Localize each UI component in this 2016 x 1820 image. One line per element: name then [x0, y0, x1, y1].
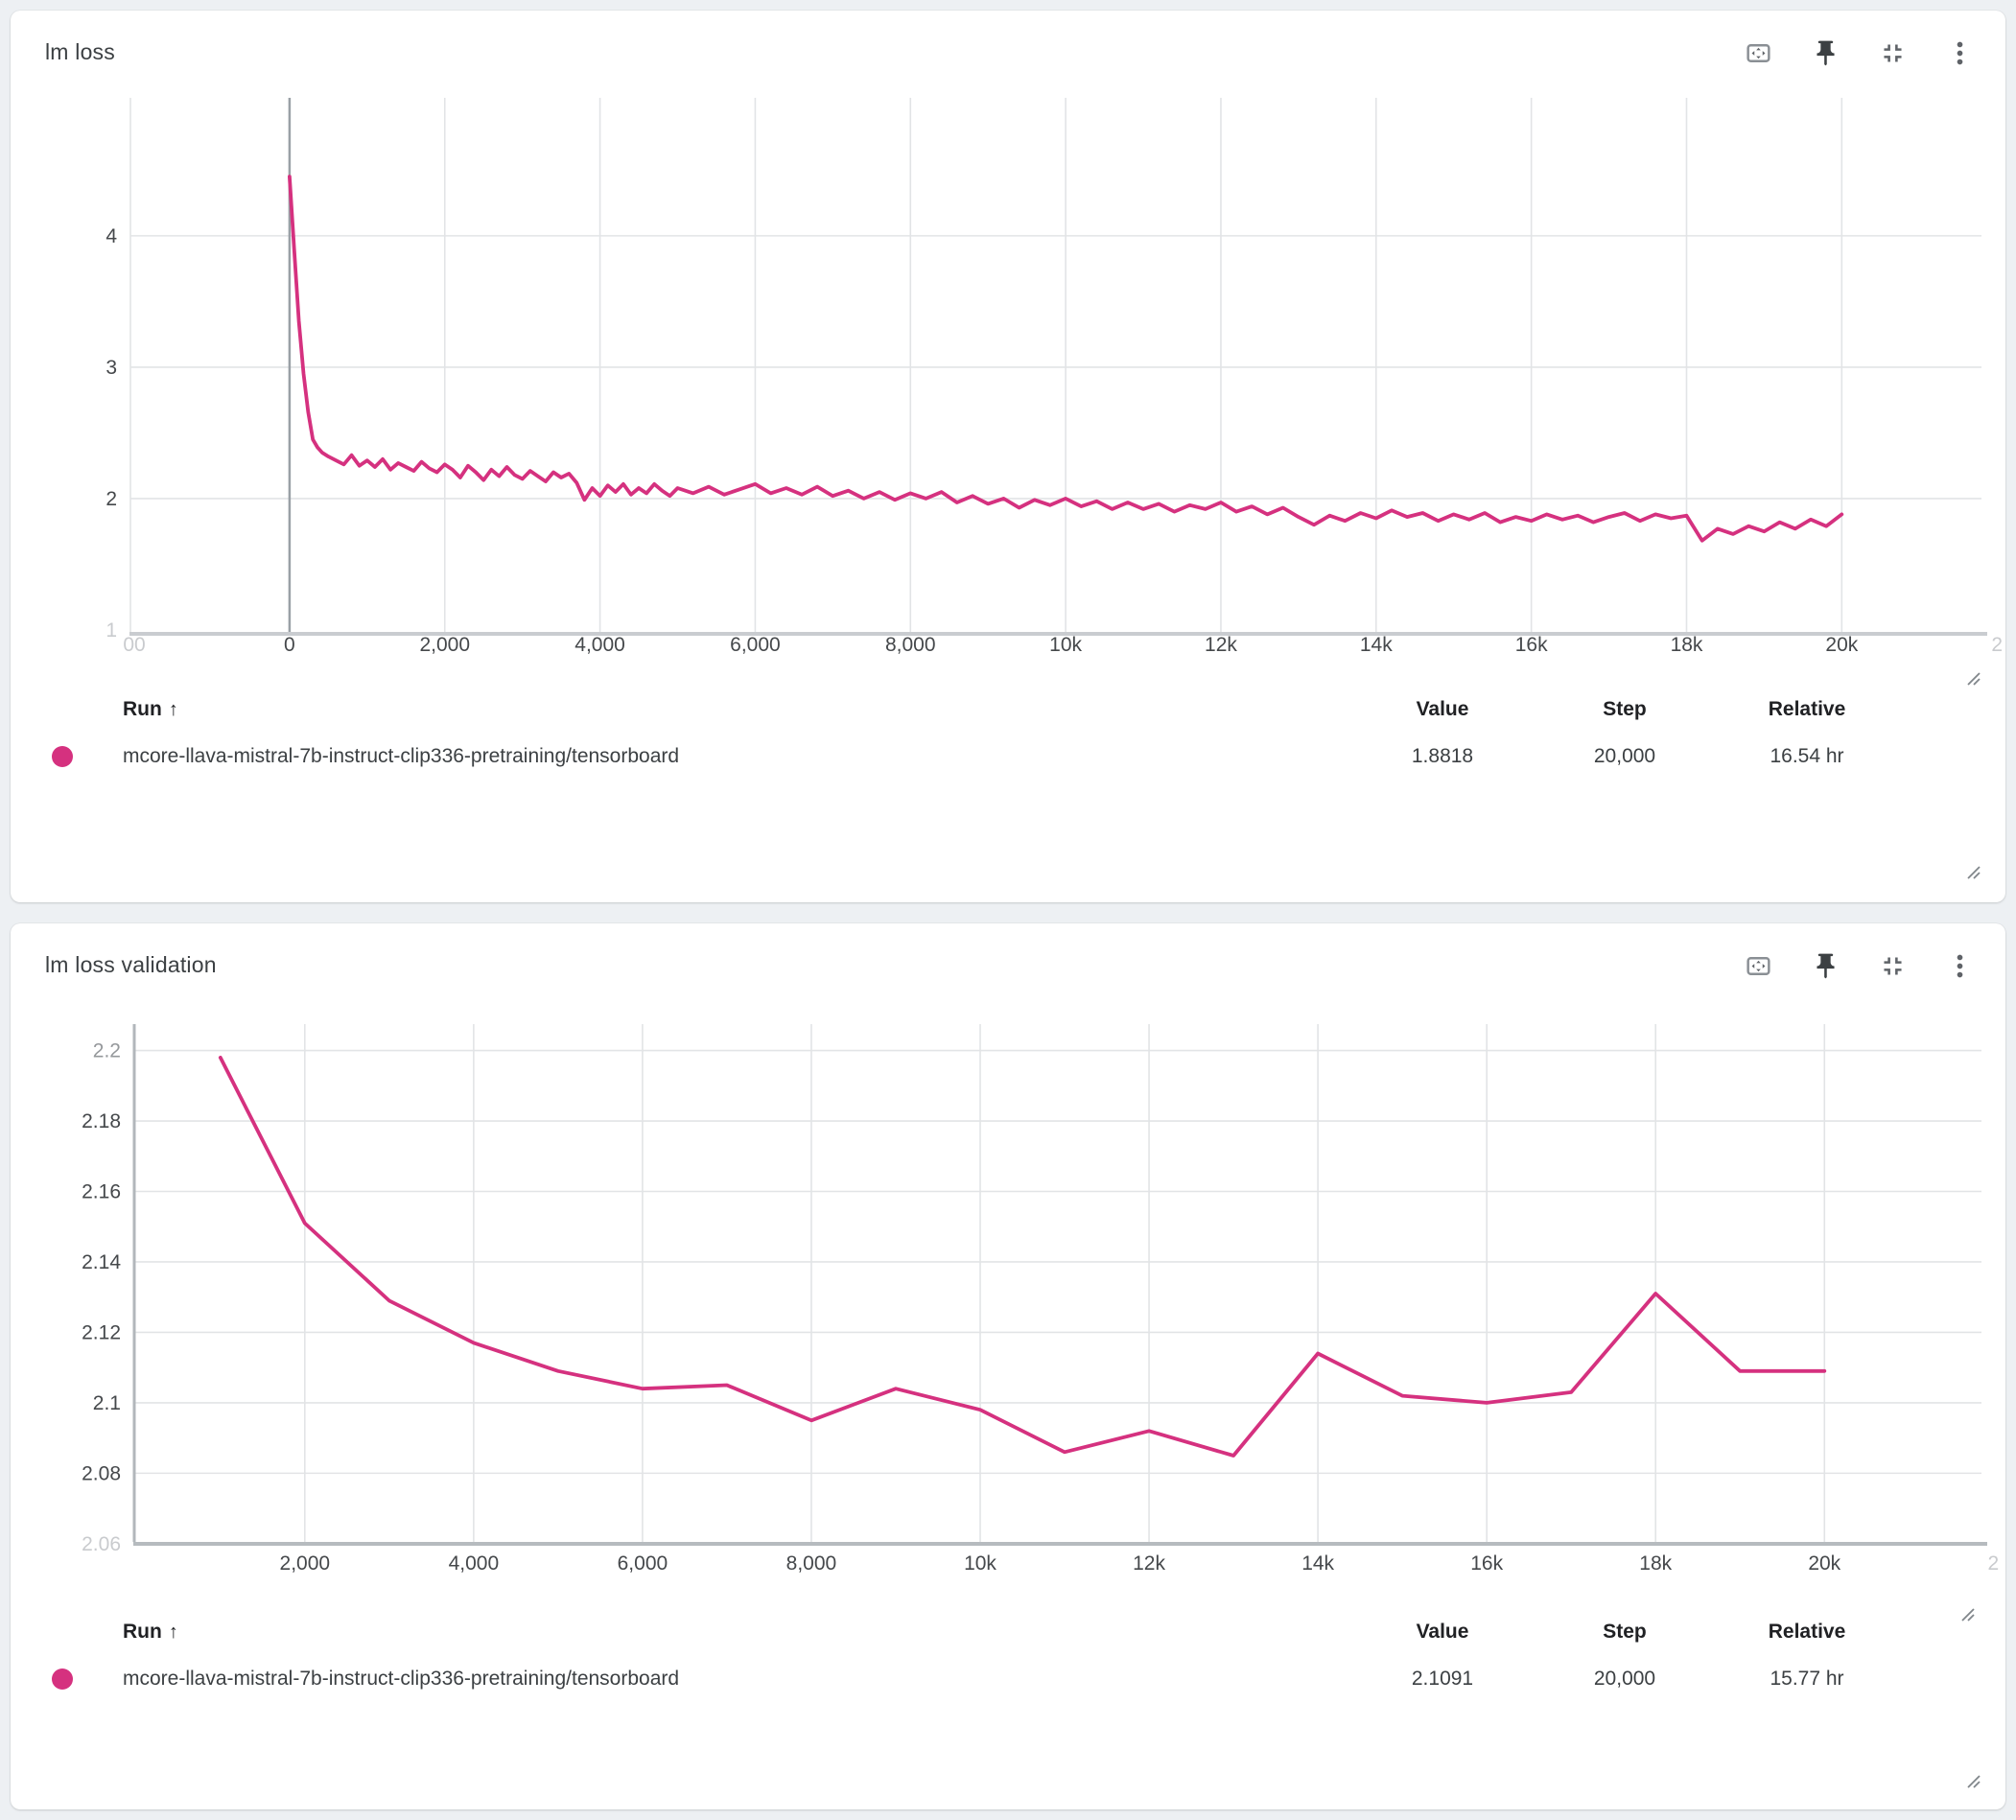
run-table-header: Run ↑ Value Step Relative: [11, 1610, 1898, 1654]
svg-text:4: 4: [105, 225, 117, 247]
pin-button[interactable]: [1804, 945, 1846, 987]
chart-resize-handle[interactable]: [1965, 670, 1982, 688]
svg-text:8,000: 8,000: [885, 634, 936, 656]
svg-text:2: 2: [1991, 634, 2003, 656]
fit-to-screen-button[interactable]: [1737, 32, 1779, 74]
resize-grip-icon: [1961, 1608, 1975, 1622]
run-table-row[interactable]: mcore-llava-mistral-7b-instruct-clip336-…: [11, 1654, 1898, 1704]
run-step: 20,000: [1593, 1668, 1656, 1690]
card-toolbar: [1737, 945, 1981, 987]
resize-grip-icon: [1967, 672, 1981, 686]
svg-text:16k: 16k: [1470, 1552, 1503, 1575]
svg-text:10k: 10k: [964, 1552, 996, 1575]
chart-card-lm-loss: lm loss: [11, 11, 2005, 902]
svg-text:1: 1: [105, 619, 117, 642]
chart-card-lm-loss-validation: lm loss validation: [11, 923, 2005, 1809]
svg-text:2.16: 2.16: [82, 1180, 121, 1202]
collapse-button[interactable]: [1871, 32, 1913, 74]
svg-text:18k: 18k: [1639, 1552, 1672, 1575]
run-table-row[interactable]: mcore-llava-mistral-7b-instruct-clip336-…: [11, 732, 1898, 782]
svg-text:12k: 12k: [1205, 634, 1237, 656]
value-column-header[interactable]: Value: [1416, 698, 1469, 720]
svg-text:2.18: 2.18: [82, 1110, 121, 1132]
svg-text:12k: 12k: [1133, 1552, 1165, 1575]
step-column-header[interactable]: Step: [1603, 1621, 1647, 1643]
chart-title: lm loss: [45, 39, 115, 64]
svg-text:10k: 10k: [1049, 634, 1082, 656]
run-table: Run ↑ Value Step Relative mcore-llava-mis…: [11, 688, 2005, 782]
run-color-dot: [52, 1668, 73, 1690]
kebab-menu-icon: [1957, 41, 1962, 64]
pin-button[interactable]: [1804, 32, 1846, 74]
run-name: mcore-llava-mistral-7b-instruct-clip336-…: [123, 745, 680, 767]
svg-text:16k: 16k: [1515, 634, 1548, 656]
svg-text:2.12: 2.12: [82, 1321, 121, 1343]
resize-grip-icon: [1967, 866, 1981, 879]
run-column-header[interactable]: Run ↑: [123, 1621, 178, 1643]
run-value: 2.1091: [1411, 1668, 1474, 1690]
svg-text:14k: 14k: [1360, 634, 1393, 656]
card-toolbar: [1737, 32, 1981, 74]
pin-icon: [1816, 953, 1835, 978]
fit-to-screen-button[interactable]: [1737, 945, 1779, 987]
collapse-icon: [1883, 43, 1902, 62]
run-table: Run ↑ Value Step Relative mcore-llava-mis…: [11, 1610, 2005, 1704]
run-name: mcore-llava-mistral-7b-instruct-clip336-…: [123, 1668, 680, 1690]
step-column-header[interactable]: Step: [1603, 698, 1647, 720]
collapse-icon: [1883, 956, 1902, 975]
relative-column-header[interactable]: Relative: [1768, 1621, 1846, 1643]
value-column-header[interactable]: Value: [1416, 1621, 1469, 1643]
svg-text:6,000: 6,000: [618, 1552, 668, 1575]
run-table-header: Run ↑ Value Step Relative: [11, 688, 1898, 732]
svg-text:4,000: 4,000: [574, 634, 625, 656]
resize-grip-icon: [1967, 1775, 1981, 1788]
card-resize-handle[interactable]: [1965, 864, 1982, 881]
svg-text:2.2: 2.2: [93, 1040, 121, 1062]
svg-text:6,000: 6,000: [730, 634, 781, 656]
svg-text:8,000: 8,000: [786, 1552, 837, 1575]
svg-text:2.08: 2.08: [82, 1462, 121, 1484]
sort-arrow-icon: ↑: [168, 1622, 178, 1643]
svg-text:20k: 20k: [1808, 1552, 1840, 1575]
fit-to-screen-icon: [1746, 956, 1770, 975]
run-column-header[interactable]: Run ↑: [123, 698, 178, 720]
kebab-menu-icon: [1957, 954, 1962, 977]
run-step: 20,000: [1593, 745, 1656, 767]
run-value: 1.8818: [1411, 745, 1474, 767]
collapse-button[interactable]: [1871, 945, 1913, 987]
svg-text:2: 2: [1987, 1552, 1999, 1575]
svg-text:00: 00: [123, 634, 145, 656]
svg-text:2,000: 2,000: [419, 634, 470, 656]
run-relative: 16.54 hr: [1770, 745, 1844, 767]
svg-text:2,000: 2,000: [280, 1552, 331, 1575]
more-menu-button[interactable]: [1938, 32, 1981, 74]
pin-icon: [1816, 40, 1835, 65]
chart-resize-handle[interactable]: [1959, 1606, 1977, 1623]
svg-text:4,000: 4,000: [449, 1552, 500, 1575]
svg-text:20k: 20k: [1825, 634, 1858, 656]
fit-to-screen-icon: [1746, 43, 1770, 62]
relative-column-header[interactable]: Relative: [1768, 698, 1846, 720]
run-relative: 15.77 hr: [1770, 1668, 1844, 1690]
svg-text:3: 3: [105, 357, 117, 379]
sort-arrow-icon: ↑: [168, 699, 178, 720]
svg-text:2.06: 2.06: [82, 1533, 121, 1555]
run-color-dot: [52, 746, 73, 767]
chart-title: lm loss validation: [45, 952, 217, 977]
svg-text:18k: 18k: [1671, 634, 1703, 656]
svg-text:0: 0: [284, 634, 295, 656]
svg-text:2: 2: [105, 488, 117, 510]
svg-text:2.14: 2.14: [82, 1251, 121, 1273]
card-resize-handle[interactable]: [1965, 1773, 1982, 1790]
more-menu-button[interactable]: [1938, 945, 1981, 987]
lm-loss-validation-line-chart[interactable]: 2.2 2.18 2.16 2.14 2.12 2.1 2.08 2.06 2,000 4,000…: [11, 1010, 2005, 1604]
svg-text:2.1: 2.1: [93, 1392, 121, 1414]
svg-text:14k: 14k: [1301, 1552, 1334, 1575]
